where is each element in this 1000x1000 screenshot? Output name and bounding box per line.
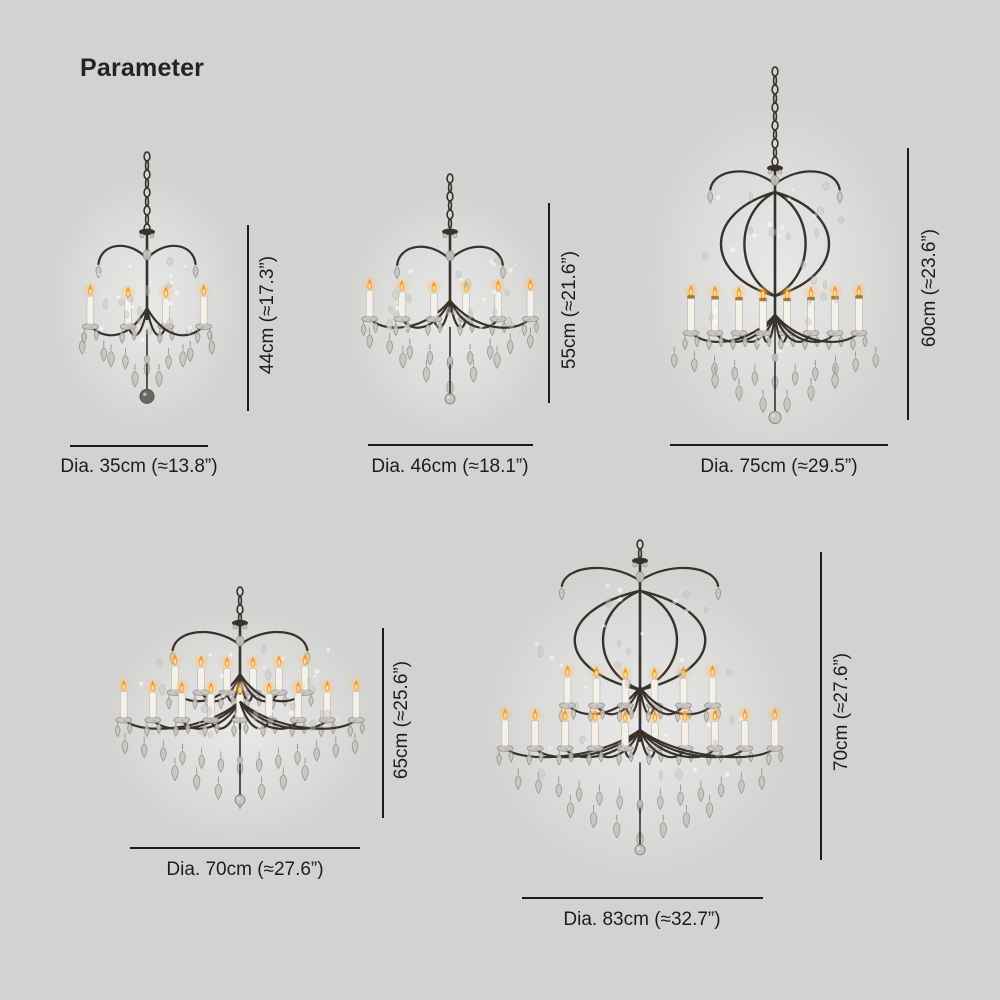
diameter-label: Dia. 83cm (≈32.7”) — [563, 909, 721, 930]
diameter-dimension-line — [670, 444, 888, 446]
height-dimension-line — [247, 225, 249, 411]
height-dimension-line — [382, 628, 384, 818]
diameter-label: Dia. 46cm (≈18.1”) — [371, 456, 529, 477]
height-dimension-line — [548, 203, 550, 403]
diameter-dimension-line — [130, 847, 360, 849]
chandelier-illustration — [102, 586, 378, 845]
chandelier-illustration — [48, 151, 246, 433]
chandelier-illustration — [643, 66, 907, 466]
height-label: 55cm (≈21.6”) — [559, 250, 580, 370]
height-dimension-line — [820, 552, 822, 860]
diameter-dimension-line — [522, 897, 763, 899]
height-label: 65cm (≈25.6”) — [391, 660, 412, 780]
chandelier-illustration — [342, 173, 558, 441]
diameter-label: Dia. 75cm (≈29.5”) — [700, 456, 858, 477]
diameter-dimension-line — [368, 444, 533, 446]
page-title: Parameter — [80, 54, 205, 82]
diameter-dimension-line — [70, 445, 208, 447]
diameter-label: Dia. 35cm (≈13.8”) — [60, 456, 218, 477]
height-label: 44cm (≈17.3”) — [257, 255, 278, 375]
diameter-label: Dia. 70cm (≈27.6”) — [166, 859, 324, 880]
height-dimension-line — [907, 148, 909, 420]
chandelier-illustration — [480, 539, 800, 882]
height-label: 70cm (≈27.6”) — [831, 652, 852, 772]
height-label: 60cm (≈23.6”) — [919, 228, 940, 348]
